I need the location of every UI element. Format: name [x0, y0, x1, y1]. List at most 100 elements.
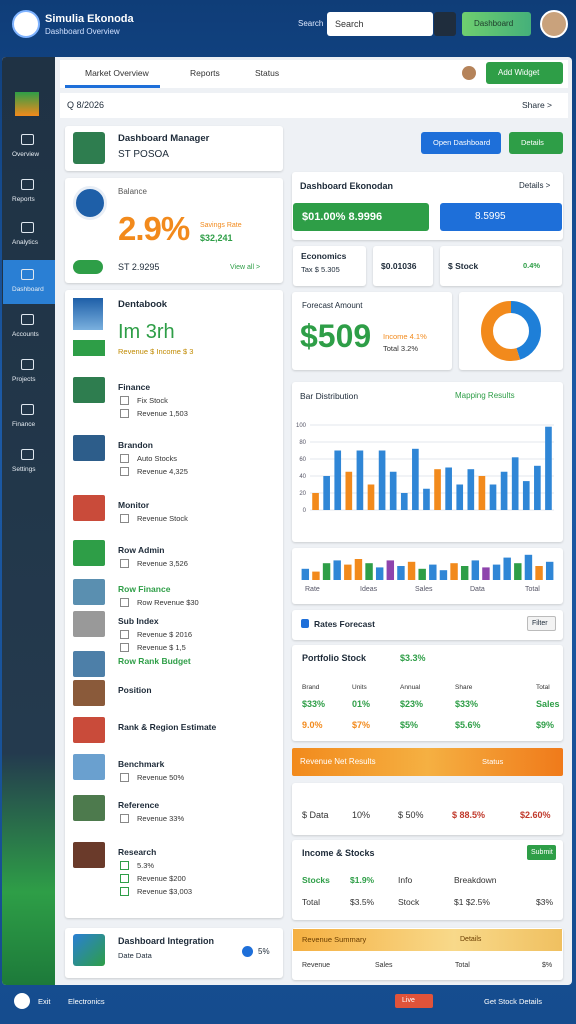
sidebar-icon[interactable] — [21, 134, 34, 145]
card — [293, 246, 366, 286]
item-check — [120, 773, 129, 782]
stat-label: Balance — [118, 187, 147, 196]
revenue-cell: $ 50% — [398, 810, 424, 820]
sidebar-label[interactable]: Accounts — [12, 331, 39, 338]
action-button[interactable] — [509, 132, 563, 154]
integration-title: Dashboard Integration — [118, 936, 215, 946]
mini-bar — [545, 561, 554, 580]
item-check — [120, 861, 129, 870]
item-thumb — [73, 680, 105, 706]
integration-dot — [242, 946, 253, 957]
item-check — [120, 814, 129, 823]
header-button-label[interactable]: Dashboard — [474, 19, 514, 28]
action-button[interactable] — [421, 132, 501, 154]
bar — [378, 450, 386, 510]
stat-value: 2.9% — [118, 210, 190, 247]
sidebar-label[interactable]: Overview — [12, 151, 40, 158]
bar-chart: 0 20 40 60 80 100 — [296, 423, 554, 514]
item-line: 5.3% — [137, 861, 155, 870]
share-link[interactable]: Share > — [522, 100, 553, 110]
company-sub: Revenue $ Income $ 3 — [118, 347, 194, 356]
item-thumb — [73, 754, 105, 780]
item-line: Revenue 3,526 — [137, 559, 188, 568]
mini-stat: $0.01036 — [381, 261, 417, 271]
bar — [367, 484, 375, 510]
mini-bar — [312, 571, 320, 580]
portfolio-column: Total — [536, 684, 550, 691]
mini-bar — [301, 568, 310, 580]
tab-button-label[interactable]: Add Widget — [498, 68, 540, 77]
portfolio-cell: $23% — [400, 699, 424, 709]
portfolio-column: Share — [455, 684, 473, 691]
revenue-cell: 10% — [352, 810, 371, 820]
search-input[interactable] — [327, 12, 433, 36]
income-cell: $1.9% — [350, 875, 375, 885]
income-button-label[interactable]: Submit — [531, 849, 553, 856]
sidebar-icon[interactable] — [21, 314, 34, 325]
sidebar-icon[interactable] — [21, 449, 34, 460]
income-cell: $3.5% — [350, 897, 375, 907]
sidebar-label[interactable]: Projects — [12, 376, 36, 383]
portfolio-cell: $9% — [536, 720, 555, 730]
sidebar-icon[interactable] — [21, 359, 34, 370]
footer-badge — [395, 994, 433, 1008]
summary2-cell: $% — [542, 962, 553, 969]
rates-button-label[interactable]: Filter — [532, 620, 548, 627]
avatar — [540, 10, 568, 38]
mini-chart — [301, 554, 554, 580]
item-thumb — [73, 842, 105, 868]
card — [292, 645, 563, 741]
sidebar-label[interactable]: Finance — [12, 421, 36, 428]
summary-green-value: $01.00% 8.9996 — [302, 211, 383, 223]
breadcrumb: Q 8/2026 — [67, 100, 105, 110]
chart-title: Bar Distribution — [300, 391, 359, 401]
revenue-bar-title: Revenue Net Results — [300, 757, 376, 766]
item-check — [120, 396, 129, 405]
card — [373, 246, 433, 286]
sidebar-icon[interactable] — [21, 404, 34, 415]
stat-link[interactable]: View all > — [230, 264, 261, 271]
sidebar-label[interactable]: Settings — [12, 466, 36, 473]
sidebar-label[interactable]: Dashboard — [12, 286, 44, 293]
rates-button[interactable] — [527, 616, 556, 631]
tab[interactable]: Reports — [190, 68, 220, 78]
footer-link[interactable]: Exit — [38, 997, 51, 1006]
header-button[interactable] — [462, 12, 531, 36]
income-button[interactable] — [527, 845, 556, 860]
mini-bar — [418, 568, 426, 580]
bar — [478, 476, 486, 510]
tab-bar — [60, 60, 568, 88]
sidebar-icon[interactable] — [21, 222, 34, 233]
mini-bar — [397, 566, 405, 580]
sidebar-label[interactable]: Reports — [12, 196, 35, 203]
search-button[interactable] — [434, 12, 456, 36]
mini-stat: Tax $ 5.305 — [301, 265, 340, 274]
mini-bar — [439, 570, 448, 580]
footer-right[interactable]: Get Stock Details — [484, 997, 542, 1006]
mini-bar — [344, 564, 352, 580]
sidebar-label[interactable]: Analytics — [12, 239, 39, 246]
item-thumb — [73, 651, 105, 677]
sidebar-icon[interactable] — [21, 269, 34, 280]
portfolio-title: Portfolio Stock — [302, 653, 367, 663]
item-title: Monitor — [118, 500, 150, 510]
footer-link[interactable]: Electronics — [68, 997, 105, 1006]
bar — [345, 471, 353, 510]
tab-button[interactable] — [486, 62, 563, 84]
bar — [434, 469, 441, 510]
y-tick-label: 20 — [299, 491, 306, 497]
action-label[interactable]: Details — [521, 138, 544, 147]
summary-link[interactable]: Details > — [519, 181, 551, 190]
sidebar-icon[interactable] — [21, 179, 34, 190]
card — [292, 292, 452, 370]
revenue-bar-status: Status — [482, 757, 504, 766]
tab[interactable]: Market Overview — [85, 68, 149, 78]
tab[interactable]: Status — [255, 68, 280, 78]
mini-chart-label: Total — [525, 586, 540, 593]
forecast-side: Total 3.2% — [383, 344, 419, 353]
action-label[interactable]: Open Dashboard — [433, 138, 491, 147]
company-flag — [73, 340, 105, 356]
mini-bar — [514, 563, 522, 580]
summary-title: Dashboard Ekonodan — [300, 181, 394, 191]
